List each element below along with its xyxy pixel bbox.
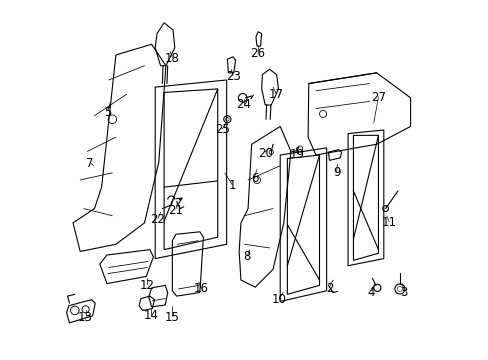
Text: 25: 25 [214,123,229,136]
Text: 5: 5 [104,105,111,119]
Text: 11: 11 [381,216,396,229]
Text: 8: 8 [243,250,250,263]
Text: 22: 22 [150,213,165,226]
Text: 2: 2 [325,283,333,296]
Text: 6: 6 [250,172,258,185]
Text: 27: 27 [370,91,385,104]
Text: 23: 23 [225,70,240,83]
Text: 21: 21 [168,204,183,217]
Text: 7: 7 [86,157,94,170]
Text: 14: 14 [143,309,158,322]
Text: 15: 15 [164,311,180,324]
Text: 13: 13 [78,311,93,324]
Text: 26: 26 [250,47,265,60]
Text: 12: 12 [140,279,155,292]
Text: 24: 24 [236,99,251,112]
Text: 1: 1 [228,179,235,192]
Text: 19: 19 [289,148,304,162]
Text: 20: 20 [257,147,272,160]
Text: 4: 4 [367,286,374,299]
Text: 18: 18 [164,52,180,65]
Text: 9: 9 [332,166,340,179]
Text: 3: 3 [399,286,407,299]
Text: 16: 16 [193,283,208,296]
Text: 10: 10 [271,293,286,306]
Text: 17: 17 [268,88,283,101]
